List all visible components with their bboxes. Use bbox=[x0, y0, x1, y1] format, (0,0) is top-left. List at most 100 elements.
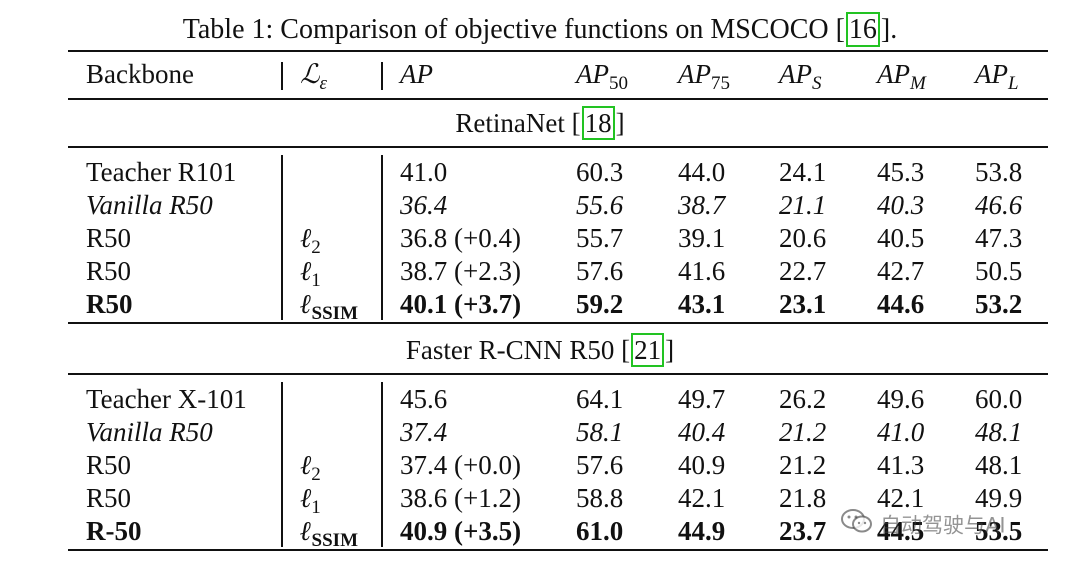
cell-ap50: 57.6 bbox=[576, 450, 624, 480]
watermark-text: 自动驾驶与AI bbox=[880, 513, 1006, 538]
section-rule bbox=[68, 322, 1048, 324]
cell-ap50: 60.3 bbox=[576, 157, 624, 187]
header-loss: ℒε bbox=[300, 59, 327, 94]
column-divider bbox=[381, 62, 383, 90]
cell-backbone: R50 bbox=[86, 256, 132, 286]
cell-ap: 36.4 bbox=[400, 190, 448, 220]
cell-apm: 44.5 bbox=[877, 516, 925, 546]
cell-apm: 45.3 bbox=[877, 157, 925, 187]
cell-backbone: Teacher R101 bbox=[86, 157, 237, 187]
cell-apl: 46.6 bbox=[975, 190, 1023, 220]
cell-ap: 41.0 bbox=[400, 157, 448, 187]
cell-ap50: 57.6 bbox=[576, 256, 624, 286]
cell-apm: 42.1 bbox=[877, 483, 925, 513]
cell-ap75: 43.1 bbox=[678, 289, 726, 319]
cell-apm: 40.5 bbox=[877, 223, 925, 253]
cell-loss: ℓ2 bbox=[300, 450, 321, 485]
cell-aps: 21.2 bbox=[779, 450, 827, 480]
table-row: Vanilla R50 37.4 58.1 40.4 21.2 41.0 48.1 bbox=[0, 416, 1080, 449]
section-rule bbox=[68, 373, 1048, 375]
citation-link[interactable]: 16 bbox=[845, 12, 880, 47]
cell-ap75: 38.7 bbox=[678, 190, 726, 220]
wechat-icon bbox=[840, 507, 874, 546]
cell-ap50: 55.6 bbox=[576, 190, 624, 220]
watermark: 自动驾驶与AI bbox=[840, 507, 1006, 543]
column-divider bbox=[281, 62, 283, 90]
header-ap75: AP75 bbox=[678, 59, 730, 94]
cell-backbone: Vanilla R50 bbox=[86, 417, 213, 447]
cell-backbone: Vanilla R50 bbox=[86, 190, 213, 220]
column-divider bbox=[281, 382, 283, 547]
cell-backbone: R50 bbox=[86, 450, 132, 480]
cell-aps: 23.7 bbox=[779, 516, 827, 546]
cell-apl: 53.5 bbox=[975, 516, 1023, 546]
header-backbone: Backbone bbox=[86, 59, 194, 89]
cell-apl: 53.8 bbox=[975, 157, 1023, 187]
cell-ap75: 39.1 bbox=[678, 223, 726, 253]
bottom-rule bbox=[68, 549, 1048, 551]
cell-ap: 36.8 (+0.4) bbox=[400, 223, 521, 253]
cell-aps: 20.6 bbox=[779, 223, 827, 253]
cell-loss: ℓ1 bbox=[300, 256, 321, 291]
table-row: R50 ℓ2 36.8 (+0.4) 55.7 39.1 20.6 40.5 47.3 bbox=[0, 222, 1080, 258]
cell-backbone: R-50 bbox=[86, 516, 142, 546]
table-row: R-50 ℓSSIM 40.9 (+3.5) 61.0 44.9 23.7 44.5 53.5 bbox=[0, 515, 1080, 551]
table-row: R50 ℓ1 38.6 (+1.2) 58.8 42.1 21.8 42.1 49.9 bbox=[0, 482, 1080, 518]
cell-aps: 21.1 bbox=[779, 190, 827, 220]
top-rule bbox=[68, 50, 1048, 52]
cell-ap75: 40.9 bbox=[678, 450, 726, 480]
column-divider bbox=[381, 382, 383, 547]
cell-apl: 50.5 bbox=[975, 256, 1023, 286]
header-ap: AP bbox=[400, 59, 433, 89]
header-apl: APL bbox=[975, 59, 1019, 94]
cell-apl: 60.0 bbox=[975, 384, 1023, 414]
table-row: Vanilla R50 36.4 55.6 38.7 21.1 40.3 46.6 bbox=[0, 189, 1080, 222]
cell-loss: ℓSSIM bbox=[300, 516, 359, 551]
cell-ap75: 49.7 bbox=[678, 384, 726, 414]
cell-ap: 45.6 bbox=[400, 384, 448, 414]
cell-loss: ℓ2 bbox=[300, 223, 321, 258]
cell-ap75: 44.0 bbox=[678, 157, 726, 187]
cell-ap50: 61.0 bbox=[576, 516, 624, 546]
cell-ap: 40.1 (+3.7) bbox=[400, 289, 522, 319]
cell-ap75: 42.1 bbox=[678, 483, 726, 513]
cell-aps: 21.2 bbox=[779, 417, 827, 447]
header-apm: APM bbox=[877, 59, 926, 94]
cell-backbone: R50 bbox=[86, 483, 132, 513]
cell-backbone: Teacher X-101 bbox=[86, 384, 247, 414]
cell-loss: ℓ1 bbox=[300, 483, 321, 518]
citation-link[interactable]: 21 bbox=[631, 333, 665, 367]
cell-apm: 41.0 bbox=[877, 417, 925, 447]
cell-apm: 40.3 bbox=[877, 190, 925, 220]
header-rule bbox=[68, 98, 1048, 100]
cell-backbone: R50 bbox=[86, 289, 133, 319]
header-row: Backbone ℒε AP AP50 AP75 APS APM APL bbox=[0, 58, 1080, 94]
table-row: Teacher R101 41.0 60.3 44.0 24.1 45.3 53.8 bbox=[0, 156, 1080, 189]
cell-ap75: 44.9 bbox=[678, 516, 726, 546]
citation-link[interactable]: 18 bbox=[581, 106, 615, 140]
cell-apl: 48.1 bbox=[975, 450, 1023, 480]
cell-ap: 40.9 (+3.5) bbox=[400, 516, 522, 546]
cell-ap: 37.4 (+0.0) bbox=[400, 450, 521, 480]
cell-apl: 47.3 bbox=[975, 223, 1023, 253]
cell-ap: 38.6 (+1.2) bbox=[400, 483, 521, 513]
cell-apl: 53.2 bbox=[975, 289, 1023, 319]
cell-aps: 24.1 bbox=[779, 157, 827, 187]
cell-ap50: 59.2 bbox=[576, 289, 624, 319]
cell-apm: 42.7 bbox=[877, 256, 925, 286]
cell-ap: 38.7 (+2.3) bbox=[400, 256, 521, 286]
cell-ap75: 40.4 bbox=[678, 417, 726, 447]
cell-ap50: 58.1 bbox=[576, 417, 624, 447]
cell-ap50: 64.1 bbox=[576, 384, 624, 414]
cell-aps: 22.7 bbox=[779, 256, 827, 286]
header-aps: APS bbox=[779, 59, 822, 94]
section-title-retinanet: RetinaNet [18] bbox=[455, 106, 625, 140]
cell-apm: 49.6 bbox=[877, 384, 925, 414]
caption-suffix: ]. bbox=[880, 14, 898, 45]
cell-ap: 37.4 bbox=[400, 417, 448, 447]
cell-aps: 23.1 bbox=[779, 289, 827, 319]
cell-aps: 21.8 bbox=[779, 483, 827, 513]
cell-loss: ℓSSIM bbox=[300, 289, 359, 324]
section-rule bbox=[68, 146, 1048, 148]
header-ap50: AP50 bbox=[576, 59, 628, 94]
